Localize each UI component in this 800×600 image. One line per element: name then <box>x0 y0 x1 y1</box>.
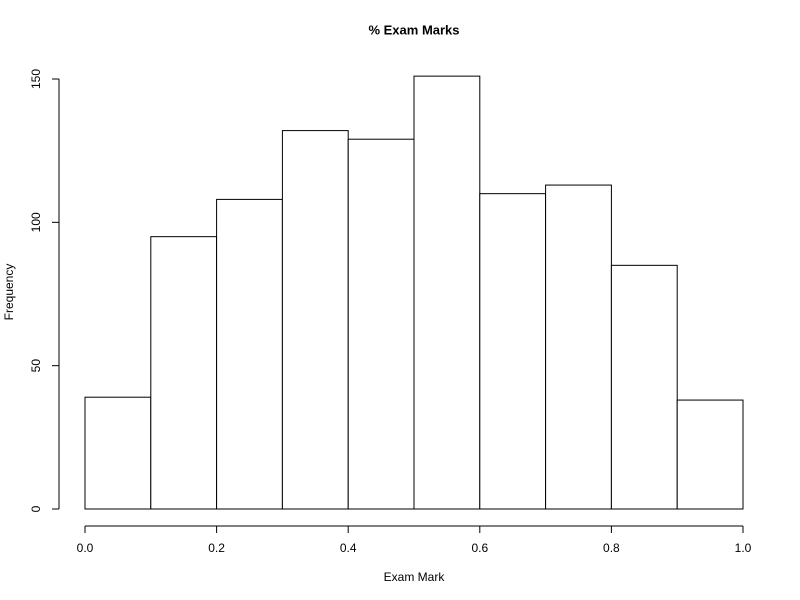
bar <box>216 198 283 510</box>
bar <box>347 138 415 510</box>
bar <box>150 236 218 510</box>
x-tick-label: 0.4 <box>340 541 357 555</box>
bar <box>281 130 349 510</box>
x-axis-label: Exam Mark <box>384 570 446 584</box>
bar <box>545 184 612 510</box>
bar <box>84 396 152 510</box>
y-axis-label: Frequency <box>2 264 16 321</box>
x-tick-label: 0.6 <box>471 541 488 555</box>
x-tick-label: 1.0 <box>735 541 752 555</box>
x-tick-label: 0.0 <box>77 541 94 555</box>
chart-title: % Exam Marks <box>368 22 459 37</box>
y-tick-label: 0 <box>29 505 43 512</box>
x-tick-label: 0.2 <box>208 541 225 555</box>
y-tick-label: 150 <box>29 69 43 89</box>
bar <box>676 399 744 510</box>
x-tick-label: 0.8 <box>603 541 620 555</box>
bar <box>413 75 481 510</box>
bar <box>479 193 547 510</box>
y-tick-label: 50 <box>29 359 43 373</box>
y-tick-label: 100 <box>29 212 43 232</box>
bar <box>610 264 678 510</box>
